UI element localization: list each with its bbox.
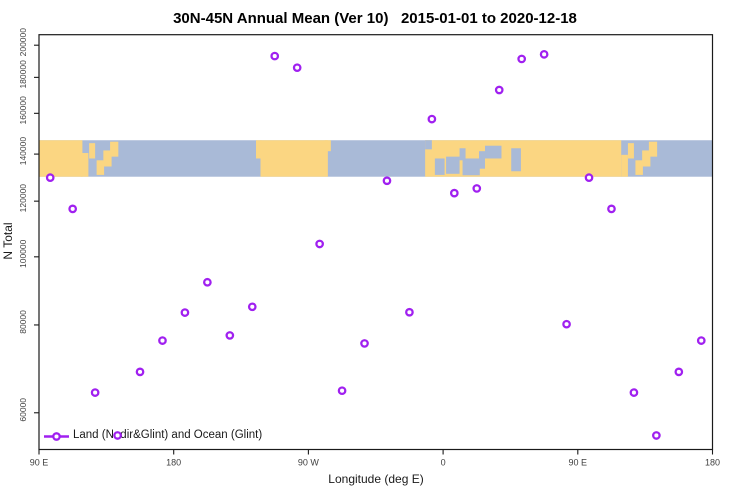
map-sea	[434, 158, 445, 175]
map-sea	[459, 148, 466, 161]
data-point	[135, 367, 145, 377]
map-sea	[462, 158, 480, 176]
data-point	[405, 307, 414, 317]
x-tick-label: 0	[441, 458, 446, 468]
chart-title: 30N-45N Annual Mean (Ver 10) 2015-01-01 …	[173, 10, 577, 27]
data-point	[225, 331, 235, 340]
map-sea	[511, 148, 521, 172]
map-land	[89, 143, 96, 159]
x-tick-label: 180	[705, 458, 720, 468]
map-sea	[425, 140, 432, 150]
data-point	[382, 176, 392, 186]
data-point	[315, 239, 324, 249]
y-axis-title: N Total	[1, 222, 15, 260]
data-point	[427, 114, 437, 124]
x-tick-label: 90 E	[30, 458, 49, 468]
map-land	[103, 150, 112, 167]
data-point	[517, 54, 527, 64]
map-ocean-band	[39, 140, 713, 177]
x-tick-label: 90 W	[298, 458, 320, 468]
map-sea	[485, 145, 502, 159]
data-point	[629, 388, 639, 397]
x-tick-label: 90 E	[569, 458, 588, 468]
data-point	[247, 302, 257, 312]
map-land	[110, 141, 119, 157]
map-land	[635, 160, 643, 175]
data-point	[584, 173, 594, 183]
y-tick-label: 100000	[18, 239, 28, 268]
data-point	[696, 336, 706, 345]
plot-box	[38, 34, 714, 451]
data-point	[158, 336, 167, 345]
data-point	[674, 367, 684, 377]
y-tick-label: 160000	[18, 96, 28, 125]
data-point	[90, 388, 100, 397]
data-point	[539, 49, 549, 59]
data-point	[270, 51, 280, 61]
map-sea	[479, 151, 486, 169]
data-point	[292, 63, 302, 73]
map-land	[260, 140, 328, 177]
map-land	[324, 140, 331, 152]
y-tick-label: 180000	[18, 60, 28, 89]
data-point	[607, 204, 616, 214]
legend-label: Land (Nadir&Glint) and Ocean (Glint)	[73, 429, 263, 441]
data-point	[45, 173, 55, 183]
map-land	[96, 160, 105, 175]
data-point	[449, 188, 459, 198]
map-sea	[446, 156, 460, 174]
x-tick-label: 180	[166, 458, 181, 468]
data-point	[360, 339, 369, 348]
map-land	[256, 140, 262, 159]
map-land	[642, 150, 651, 167]
y-tick-label: 140000	[18, 137, 28, 166]
map-land	[621, 154, 628, 177]
data-point	[203, 277, 212, 287]
map-land	[627, 143, 634, 159]
data-point	[337, 386, 347, 396]
y-tick-label: 60000	[18, 398, 28, 422]
y-tick-label: 200000	[18, 28, 28, 57]
y-tick-label: 80000	[18, 310, 28, 334]
map-land	[80, 153, 89, 177]
data-point	[562, 319, 571, 329]
legend-marker-circle	[52, 432, 61, 441]
y-tick-label: 120000	[18, 184, 28, 213]
data-point	[180, 308, 190, 317]
map-land	[39, 140, 83, 177]
x-axis-title: Longitude (deg E)	[328, 472, 424, 486]
data-point	[472, 184, 482, 193]
data-point	[652, 431, 661, 440]
data-point	[494, 85, 504, 95]
map-land	[648, 141, 658, 157]
map-land	[425, 140, 622, 177]
data-point	[68, 204, 78, 214]
